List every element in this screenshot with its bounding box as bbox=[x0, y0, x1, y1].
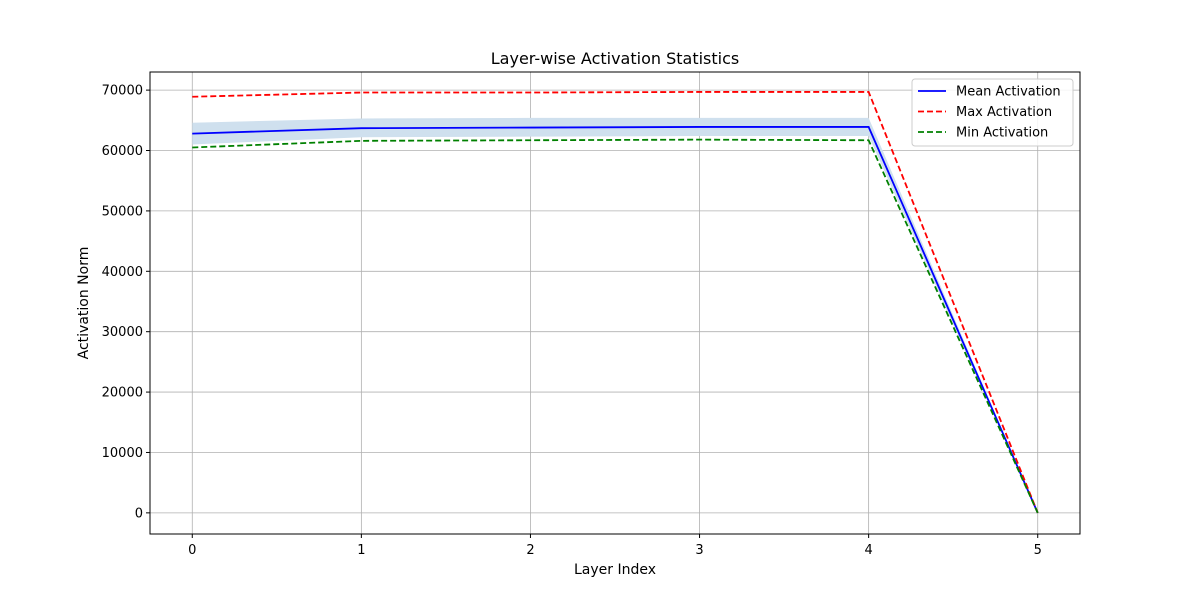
series-lines bbox=[192, 91, 1039, 514]
y-tick-label: 0 bbox=[135, 506, 143, 521]
y-tick-label: 40000 bbox=[102, 265, 143, 280]
y-tick-label: 70000 bbox=[102, 84, 143, 99]
grid bbox=[150, 72, 1080, 534]
series-line-mean-activation bbox=[192, 126, 1039, 514]
x-tick-label: 0 bbox=[188, 543, 196, 558]
x-tick-label: 3 bbox=[695, 543, 703, 558]
legend-label: Max Activation bbox=[956, 105, 1052, 120]
legend-box bbox=[911, 78, 1074, 147]
y-tick-label: 10000 bbox=[102, 446, 143, 461]
y-tick-label: 50000 bbox=[102, 204, 143, 219]
chart-title: Layer-wise Activation Statistics bbox=[491, 49, 739, 68]
x-tick-label: 5 bbox=[1034, 543, 1042, 558]
x-axis-ticks: 0 1 2 3 4 5 bbox=[188, 534, 1042, 558]
series-line-max-activation bbox=[192, 91, 1039, 514]
y-tick-label: 20000 bbox=[102, 386, 143, 401]
legend: Mean Activation Max Activation Min Activat… bbox=[911, 78, 1074, 147]
y-tick-label: 60000 bbox=[102, 144, 143, 159]
x-tick-label: 4 bbox=[864, 543, 872, 558]
legend-label: Min Activation bbox=[956, 126, 1048, 141]
y-tick-label: 30000 bbox=[102, 325, 143, 340]
x-axis-label: Layer Index bbox=[574, 562, 656, 578]
x-tick-label: 1 bbox=[357, 543, 365, 558]
plot-area-frame bbox=[149, 71, 1081, 535]
x-tick-label: 2 bbox=[526, 543, 534, 558]
legend-label: Mean Activation bbox=[956, 85, 1061, 100]
y-axis-label: Activation Norm bbox=[76, 247, 92, 360]
y-axis-ticks: 0 10000 20000 30000 40000 50000 60000 70000 bbox=[102, 84, 150, 521]
